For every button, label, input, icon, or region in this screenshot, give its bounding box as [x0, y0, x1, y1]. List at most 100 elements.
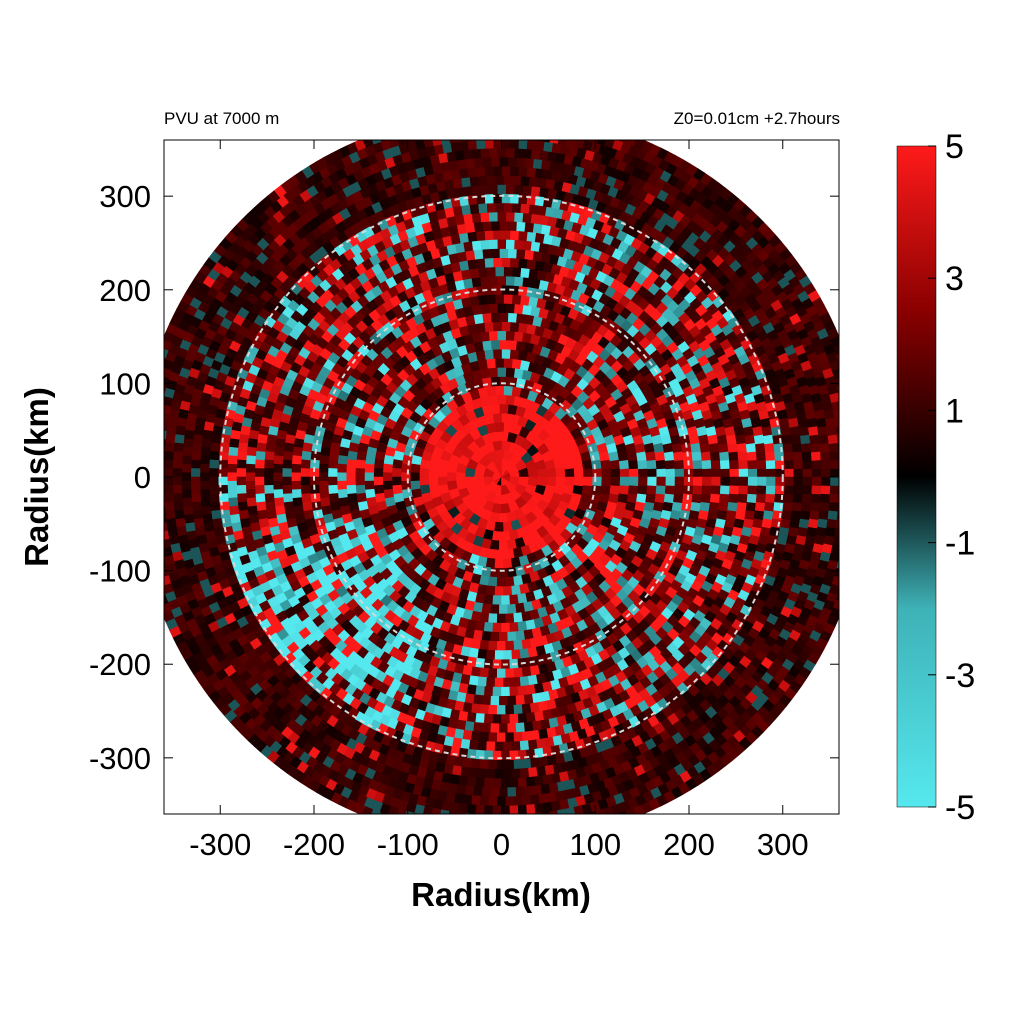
- heatmap-cell: [720, 468, 731, 478]
- heatmap-cell: [523, 693, 534, 705]
- heatmap-cell: [521, 212, 532, 224]
- heatmap-cell: [264, 501, 276, 512]
- heatmap-cell: [513, 759, 524, 770]
- heatmap-cell: [656, 476, 667, 486]
- heatmap-cell: [837, 443, 839, 453]
- heatmap-cell: [172, 459, 183, 470]
- heatmap-cell: [513, 795, 524, 807]
- heatmap-cell: [477, 584, 488, 596]
- heatmap-cell: [154, 473, 163, 482]
- heatmap-cell: [481, 339, 492, 351]
- heatmap-cell: [513, 147, 524, 159]
- heatmap-cell: [483, 713, 494, 724]
- heatmap-cell: [802, 485, 813, 495]
- heatmap-cell: [209, 450, 220, 461]
- heatmap-cell: [499, 723, 509, 734]
- heatmap-cell: [513, 211, 524, 223]
- heatmap-cell: [164, 422, 168, 432]
- heatmap-cell: [488, 147, 498, 158]
- heatmap-cell: [460, 673, 471, 686]
- heatmap-cell: [488, 704, 498, 715]
- heatmap-cell: [477, 740, 488, 752]
- heatmap-cell: [572, 484, 584, 496]
- heatmap-cell: [471, 795, 482, 806]
- heatmap-cell: [501, 229, 511, 240]
- heatmap-cell: [656, 468, 667, 478]
- heatmap-cell: [391, 467, 402, 478]
- heatmap-cell: [506, 121, 515, 130]
- heatmap-cell: [513, 367, 524, 379]
- heatmap-cell: [382, 463, 393, 474]
- heatmap-cell: [628, 484, 639, 495]
- heatmap-cell: [692, 484, 703, 495]
- heatmap-cell: [490, 339, 500, 350]
- heatmap-cell: [475, 592, 486, 605]
- heatmap-cell: [647, 476, 658, 487]
- heatmap-cell: [327, 476, 338, 486]
- heatmap-cell: [227, 497, 239, 508]
- heatmap-cell: [454, 728, 465, 740]
- heatmap-cell: [496, 239, 507, 249]
- heatmap-cell: [511, 266, 522, 278]
- heatmap-cell: [508, 130, 517, 139]
- heatmap-cell: [423, 806, 434, 814]
- heatmap-cell: [515, 221, 526, 232]
- heatmap-cell: [164, 433, 176, 445]
- heatmap-cell: [525, 258, 537, 270]
- heatmap-cell: [273, 446, 285, 457]
- heatmap-cell: [550, 142, 562, 154]
- heatmap-cell: [494, 202, 504, 213]
- heatmap-cell: [172, 476, 182, 486]
- heatmap-cell: [208, 468, 219, 478]
- heatmap-cell: [513, 303, 524, 315]
- heatmap-cell: [245, 480, 256, 491]
- heatmap-cell: [475, 777, 486, 788]
- heatmap-cell: [584, 140, 589, 141]
- heatmap-cell: [784, 485, 795, 495]
- heatmap-cell: [565, 140, 576, 147]
- heatmap-cell: [473, 722, 484, 733]
- heatmap-cell: [458, 747, 469, 759]
- heatmap-cell: [764, 501, 775, 512]
- heatmap-cell: [526, 166, 537, 178]
- heatmap-cell: [825, 526, 837, 538]
- heatmap-cell: [464, 222, 475, 234]
- heatmap-cell: [190, 476, 201, 486]
- heatmap-cell: [809, 509, 820, 520]
- heatmap-cell: [496, 577, 507, 587]
- heatmap-cell: [483, 321, 494, 332]
- heatmap-cell: [780, 518, 792, 529]
- heatmap-cell: [505, 704, 515, 715]
- heatmap-cell: [829, 493, 839, 504]
- heatmap-cell: [284, 433, 296, 445]
- heatmap-cell: [473, 248, 484, 260]
- heatmap-cell: [485, 557, 496, 569]
- heatmap-cell: [236, 484, 247, 495]
- heatmap-cell: [345, 467, 356, 478]
- heatmap-cell: [290, 463, 302, 474]
- heatmap-cell: [671, 501, 683, 512]
- heatmap-cell: [810, 442, 821, 453]
- heatmap-cell: [354, 476, 365, 486]
- heatmap-cell: [738, 459, 749, 470]
- heatmap-cell: [746, 493, 758, 504]
- heatmap-cell: [802, 468, 813, 478]
- heatmap-cell: [790, 433, 802, 445]
- heatmap-cell: [364, 454, 376, 466]
- heatmap-cell: [458, 682, 469, 695]
- heatmap-cell: [468, 675, 480, 687]
- heatmap-cell: [692, 459, 703, 470]
- heatmap-cell: [245, 472, 256, 482]
- heatmap-cell: [766, 468, 777, 478]
- heatmap-cell: [519, 267, 530, 279]
- heatmap-cell: [583, 467, 594, 478]
- heatmap-cell: [507, 787, 517, 798]
- heatmap-cell: [173, 501, 184, 512]
- heatmap-cell: [536, 765, 547, 777]
- heatmap-cell: [509, 348, 520, 360]
- heatmap-cell: [530, 729, 541, 741]
- heatmap-cell: [735, 509, 747, 521]
- heatmap-cell: [164, 404, 172, 416]
- heatmap-cell: [810, 501, 821, 512]
- heatmap-cell: [382, 480, 393, 491]
